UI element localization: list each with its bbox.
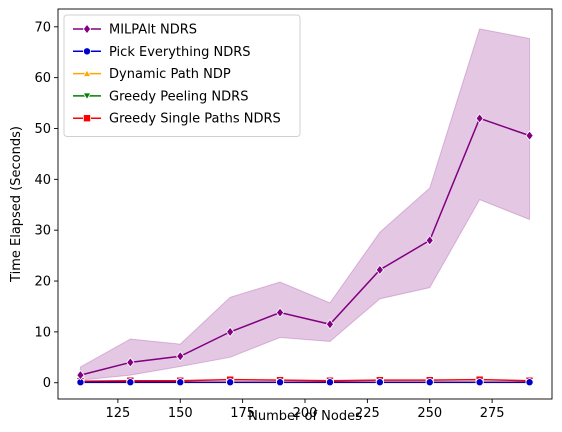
legend-swatch-marker [82,69,92,77]
series-1-point [425,378,434,387]
series-0-point [176,351,185,362]
y-tick-label: 40 [34,173,51,188]
legend-swatch-marker [82,92,92,101]
series-markers [76,113,534,387]
series-lines [80,117,530,384]
legend-swatch-marker [82,23,92,35]
x-tick-label: 250 [417,406,442,421]
x-tick-label: 150 [168,406,193,421]
legend-entry-label: Dynamic Path NDP [109,67,231,82]
series-0-line [80,117,530,376]
confidence-bands [79,28,531,381]
y-axis-title: Time Elapsed (Seconds) [9,126,24,283]
legend-swatch-marker [83,114,92,123]
x-tick-label: 175 [230,406,255,421]
series-0-point [126,357,135,368]
legend-entry-label: Pick Everything NDRS [109,45,251,60]
y-tick-label: 60 [34,71,51,86]
series-1-point [126,378,135,387]
y-tick-label: 20 [34,275,51,290]
series-0-point [375,264,384,276]
series-0-point [525,130,534,141]
series-1-point [176,378,185,387]
y-tick-label: 50 [34,122,51,137]
y-tick-label: 0 [43,376,51,391]
series-0-point [275,307,285,318]
legend: MILPAlt NDRS Pick Everything NDRS Dynamic … [63,14,301,137]
series-1-point [475,378,484,387]
series-1-point [525,378,534,387]
legend-entry-label: Greedy Peeling NDRS [109,89,248,104]
legend-entry-label: Greedy Single Paths NDRS [109,112,281,127]
x-tick-label: 125 [105,406,130,421]
x-tick-label: 275 [480,406,505,421]
y-tick-label: 70 [34,20,51,35]
series-0-point [425,235,434,246]
series-0-point [76,369,85,381]
y-tick-label: 10 [34,325,51,340]
series-0-point [475,113,484,124]
x-axis-ticks: 125 150 175 200 225 250 275 [105,399,505,421]
legend-swatch-marker [83,47,92,56]
series-1-point [226,378,235,387]
series-0-point [325,319,335,330]
x-tick-label: 225 [355,406,380,421]
series-0-band [79,28,531,381]
x-tick-label: 200 [293,406,318,421]
y-tick-label: 30 [34,224,51,239]
series-1-point [325,378,334,387]
series-4-line [80,378,530,382]
legend-entry-label: MILPAlt NDRS [109,23,197,38]
series-1-point [276,378,285,387]
legend-box [63,14,301,137]
series-0-point [226,326,235,338]
x-axis-title: Number of Nodes [248,409,362,424]
series-1-point [375,378,384,387]
y-axis-ticks: 0 10 20 30 40 50 60 70 [34,20,58,391]
